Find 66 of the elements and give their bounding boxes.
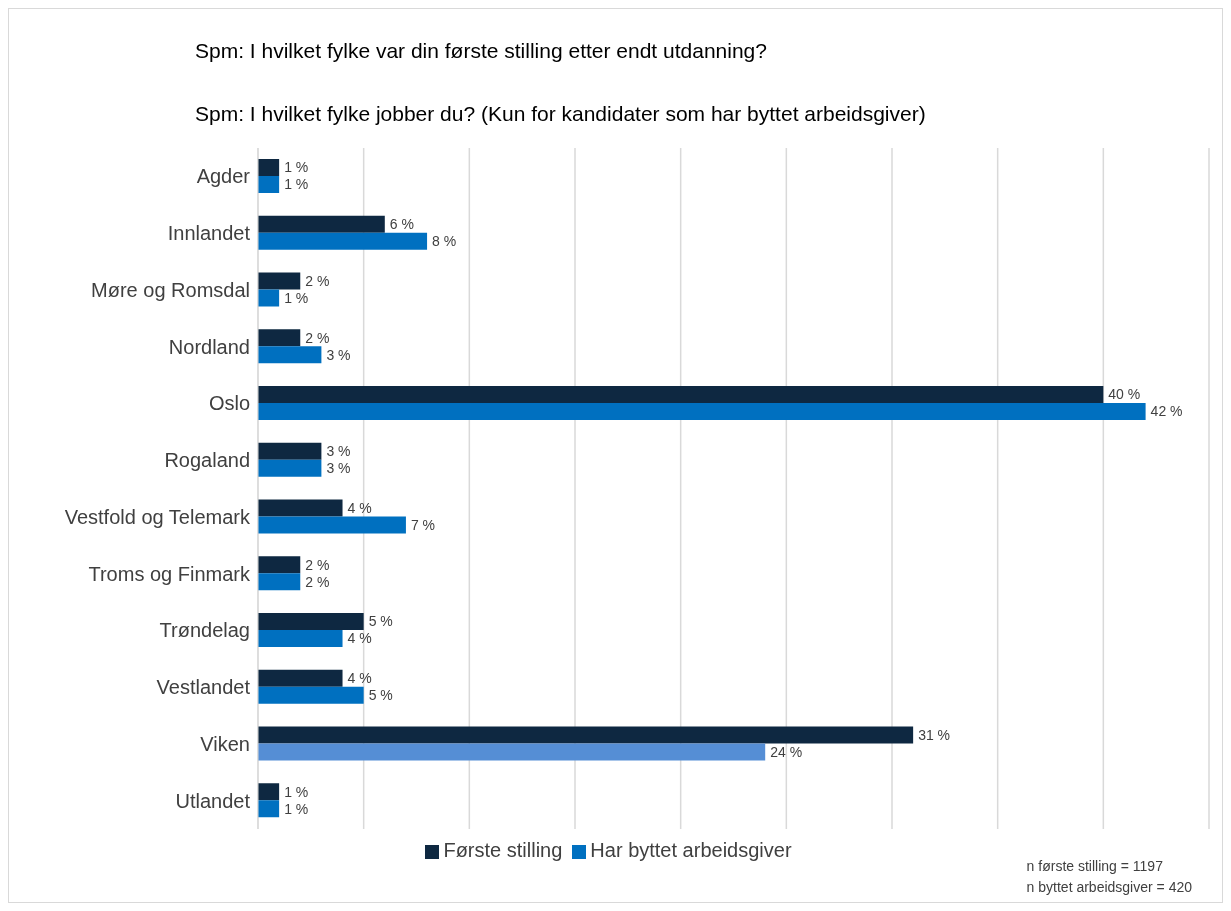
y-tick-label: Troms og Finmark: [88, 562, 251, 585]
data-label: 2 %: [305, 329, 330, 346]
data-label: 1 %: [284, 800, 309, 817]
bar: [258, 159, 280, 176]
y-tick-label: Trøndelag: [159, 619, 250, 642]
data-label: 31 %: [918, 726, 951, 743]
y-tick-label: Vestlandet: [156, 676, 251, 699]
bar: [258, 743, 766, 761]
bar: [258, 232, 428, 250]
data-label: 1 %: [284, 176, 309, 193]
data-label: 4 %: [347, 499, 372, 516]
bar: [258, 442, 322, 460]
data-label: 3 %: [326, 443, 351, 460]
data-label: 2 %: [305, 573, 330, 590]
y-tick-label: Nordland: [168, 335, 250, 358]
data-label: 24 %: [770, 743, 803, 760]
chart-title: Spm: I hvilket fylke var din første stilling etter endt utdanning?: [195, 39, 767, 63]
bar: [258, 516, 406, 534]
data-label: 1 %: [284, 159, 309, 176]
data-label: 8 %: [432, 233, 457, 250]
bar: [258, 272, 301, 290]
bar: [258, 556, 301, 574]
data-label: 1 %: [284, 289, 309, 306]
data-label: 2 %: [305, 556, 330, 573]
chart-subtitle: Spm: I hvilket fylke jobber du? (Kun for kandidater som har byttet arbeidsgiver): [195, 102, 926, 126]
y-tick-label: Rogaland: [164, 449, 250, 472]
bar: [258, 176, 280, 193]
legend-label: Har byttet arbeidsgiver: [590, 839, 792, 861]
data-label: 3 %: [326, 460, 351, 477]
bar: [258, 459, 322, 477]
text: n første stilling = 1197: [1026, 857, 1164, 876]
bar: [258, 499, 343, 517]
bar: [258, 613, 364, 630]
bar: [258, 289, 280, 307]
data-label: 6 %: [389, 216, 414, 233]
legend-label: Første stilling: [443, 839, 563, 861]
y-tick-label: Viken: [200, 732, 250, 755]
bar: [258, 783, 280, 801]
data-label: 4 %: [347, 630, 372, 647]
bar: [258, 346, 322, 364]
bar: [258, 726, 914, 744]
y-tick-label: Innlandet: [167, 222, 251, 245]
bar: [258, 573, 301, 591]
data-label: 42 %: [1150, 403, 1183, 420]
bar: [258, 669, 343, 687]
data-label: 4 %: [347, 670, 372, 687]
data-label: 1 %: [284, 783, 309, 800]
data-label: 5 %: [368, 613, 393, 630]
y-tick-label: Agder: [196, 165, 251, 188]
y-tick-label: Oslo: [208, 392, 250, 415]
y-tick-label: Utlandet: [175, 789, 251, 812]
bar: [258, 630, 343, 647]
y-tick-label: Vestfold og Telemark: [64, 505, 251, 528]
data-label: 7 %: [410, 516, 436, 533]
bar: [258, 329, 301, 347]
bar: [258, 403, 1146, 420]
data-label: 2 %: [305, 272, 330, 289]
bar: [258, 215, 385, 233]
bar: [258, 386, 1104, 403]
data-label: 40 %: [1108, 386, 1141, 403]
data-label: 5 %: [368, 687, 393, 704]
text: n byttet arbeidsgiver = 420: [1026, 878, 1192, 897]
bar: [258, 800, 280, 818]
y-tick-label: Møre og Romsdal: [91, 278, 250, 301]
data-label: 3 %: [326, 346, 351, 363]
bar: [258, 686, 364, 704]
